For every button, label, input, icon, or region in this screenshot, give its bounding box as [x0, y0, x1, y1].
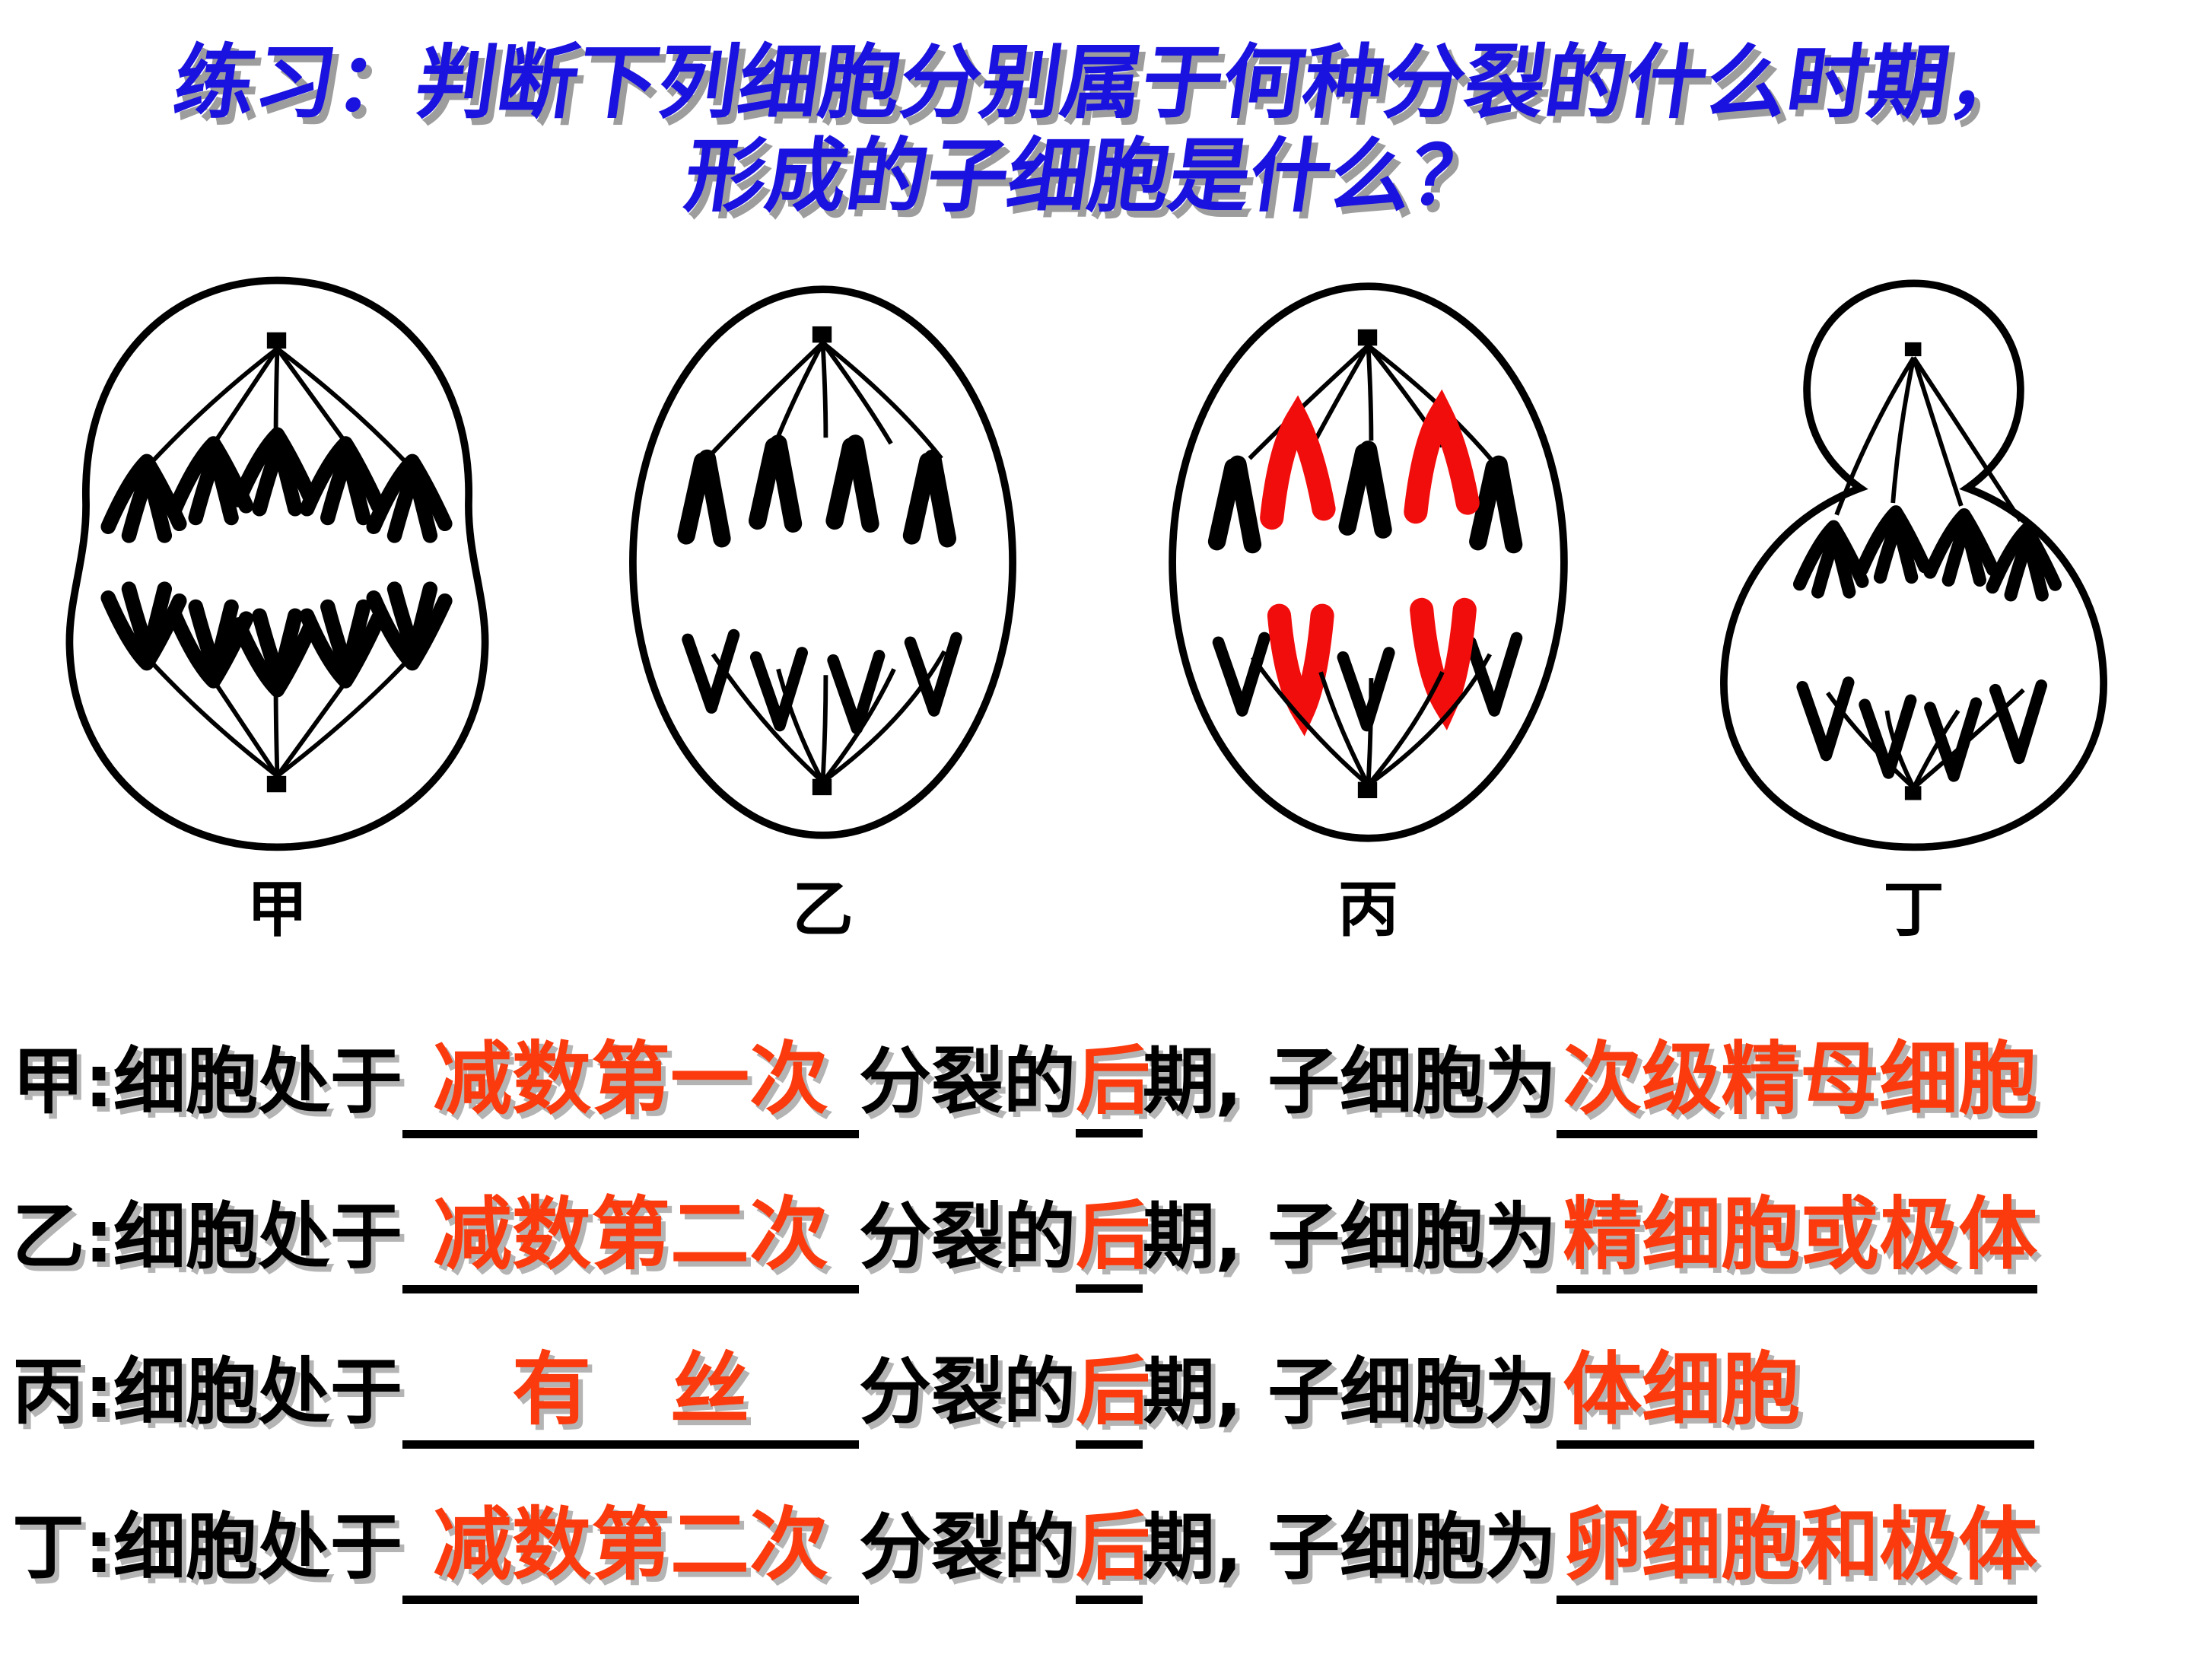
- answer-text: 后: [1076, 1348, 1151, 1436]
- blank-daughter-cells: 卵细胞和极体: [1557, 1494, 2038, 1605]
- question-mid: 分裂的: [859, 1195, 1076, 1280]
- blank-daughter-cells: 次级精母细胞: [1557, 1029, 2038, 1139]
- question-label: 丙: [12, 1351, 85, 1435]
- question-line-yi: 乙:细胞处于 减数第二次 分裂的后期, 子细胞为精细胞或极体: [12, 1184, 2191, 1294]
- answer-text: 体细胞: [1563, 1343, 1801, 1437]
- question-mid: 分裂的: [859, 1351, 1076, 1435]
- cell-label-bing: 丙: [1337, 873, 1399, 945]
- blank-division-type: 减数第一次: [402, 1029, 860, 1139]
- blank-daughter-cells: 体细胞: [1557, 1339, 2035, 1449]
- blank-phase: 后: [1076, 1500, 1150, 1604]
- blank-daughter-cells: 精细胞或极体: [1557, 1184, 2038, 1294]
- cell-diagram-bing-mitosis-anaphase: [1169, 282, 1568, 842]
- question-lead: :细胞处于: [84, 1506, 403, 1590]
- cell-label-jia: 甲: [246, 873, 308, 945]
- answer-text: 减数第二次: [433, 1498, 829, 1592]
- question-mid: 期, 子细胞为: [1143, 1506, 1557, 1590]
- cell-diagram-row: 甲 乙: [0, 266, 2191, 949]
- question-line-ding: 丁:细胞处于 减数第二次 分裂的后期, 子细胞为卵细胞和极体: [12, 1494, 2191, 1605]
- cell-figure-yi: 乙: [600, 266, 1045, 949]
- answer-text: 后: [1076, 1037, 1151, 1125]
- cell-label-yi: 乙: [792, 873, 854, 945]
- answer-text: 后: [1076, 1503, 1151, 1591]
- question-mid: 期, 子细胞为: [1143, 1195, 1557, 1280]
- cell-figure-ding: 丁: [1691, 266, 2136, 949]
- cell-label-ding: 丁: [1883, 873, 1945, 945]
- question-label: 丁: [12, 1506, 85, 1590]
- question-label: 甲: [12, 1039, 85, 1124]
- answer-text: 有 丝: [512, 1343, 750, 1437]
- answer-text: 后: [1076, 1193, 1151, 1281]
- question-lead: :细胞处于: [84, 1039, 403, 1124]
- blank-phase: 后: [1076, 1034, 1150, 1138]
- cell-figure-bing: 丙: [1146, 266, 1591, 949]
- answer-text: 精细胞或极体: [1563, 1188, 2038, 1281]
- answer-text: 减数第一次: [433, 1032, 829, 1125]
- cell-figure-jia: 甲: [55, 266, 500, 949]
- blank-division-type: 有 丝: [402, 1339, 860, 1449]
- question-line-bing: 丙:细胞处于 有 丝 分裂的后期, 子细胞为体细胞: [12, 1339, 2191, 1449]
- question-lead: :细胞处于: [84, 1195, 403, 1280]
- blank-division-type: 减数第二次: [402, 1494, 860, 1605]
- question-mid: 分裂的: [859, 1039, 1076, 1124]
- question-mid: 期, 子细胞为: [1143, 1351, 1557, 1435]
- blank-phase: 后: [1076, 1344, 1150, 1449]
- cell-diagram-ding-unequal-division: [1720, 279, 2107, 851]
- cell-diagram-jia-meiosis1-anaphase: [65, 276, 489, 851]
- page-title: 练习：判断下列细胞分别属于何种分裂的什么时期， 形成的子细胞是什么？: [0, 36, 2191, 224]
- question-lead: :细胞处于: [84, 1351, 403, 1435]
- blank-division-type: 减数第二次: [402, 1184, 860, 1294]
- answer-text: 减数第二次: [433, 1188, 829, 1281]
- question-mid: 分裂的: [859, 1506, 1076, 1590]
- title-line-2: 形成的子细胞是什么？: [679, 129, 1499, 223]
- question-line-jia: 甲:细胞处于 减数第一次 分裂的后期, 子细胞为次级精母细胞: [12, 1029, 2191, 1139]
- title-line-1: 练习：判断下列细胞分别属于何种分裂的什么时期，: [168, 36, 2037, 129]
- blank-phase: 后: [1076, 1189, 1150, 1293]
- question-label: 乙: [12, 1195, 85, 1280]
- question-mid: 期, 子细胞为: [1143, 1039, 1557, 1124]
- cell-diagram-yi-meiosis2-anaphase: [629, 283, 1016, 839]
- answer-text: 次级精母细胞: [1563, 1032, 2038, 1125]
- question-list: 甲:细胞处于 减数第一次 分裂的后期, 子细胞为次级精母细胞 乙:细胞处于 减数第二次…: [0, 1029, 2191, 1605]
- answer-text: 卵细胞和极体: [1563, 1498, 2038, 1592]
